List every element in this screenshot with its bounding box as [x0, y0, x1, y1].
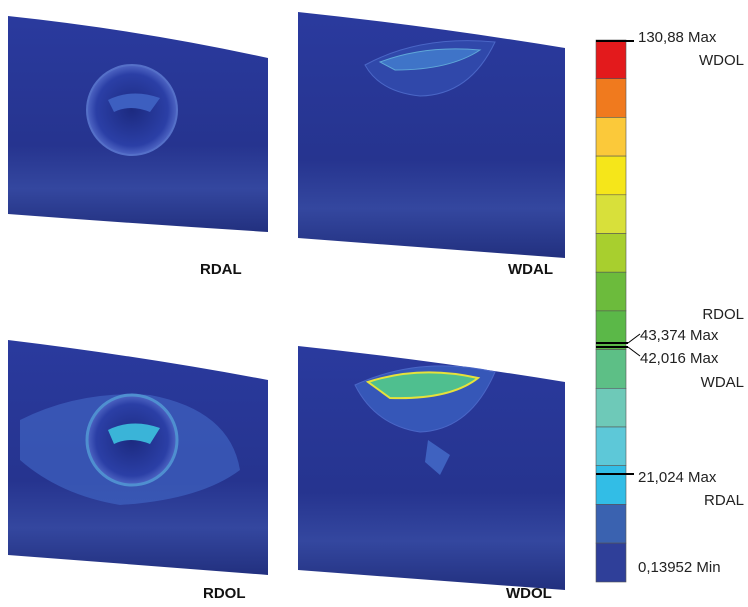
panel-rdol	[8, 340, 268, 575]
panel-wdal	[298, 12, 565, 258]
panel-label: RDAL	[200, 261, 242, 278]
panel-label: WDAL	[508, 261, 553, 278]
legend-label: RDOL	[702, 306, 744, 323]
legend-label: WDAL	[701, 374, 744, 391]
marker-lines	[596, 40, 641, 475]
legend-label: RDAL	[704, 492, 744, 509]
panel-label: WDOL	[506, 585, 552, 602]
legend-label: 21,024 Max	[638, 469, 717, 486]
legend-label: 43,374 Max	[640, 327, 719, 344]
panel-rdal	[8, 16, 268, 232]
panel-wdol	[298, 346, 565, 590]
legend-label: 130,88 Max	[638, 29, 717, 46]
color-bar	[595, 39, 627, 583]
legend-label: WDOL	[699, 52, 744, 69]
legend-label: 42,016 Max	[640, 350, 719, 367]
panel-label: RDOL	[203, 585, 246, 602]
legend-label: 0,13952 Min	[638, 559, 721, 576]
